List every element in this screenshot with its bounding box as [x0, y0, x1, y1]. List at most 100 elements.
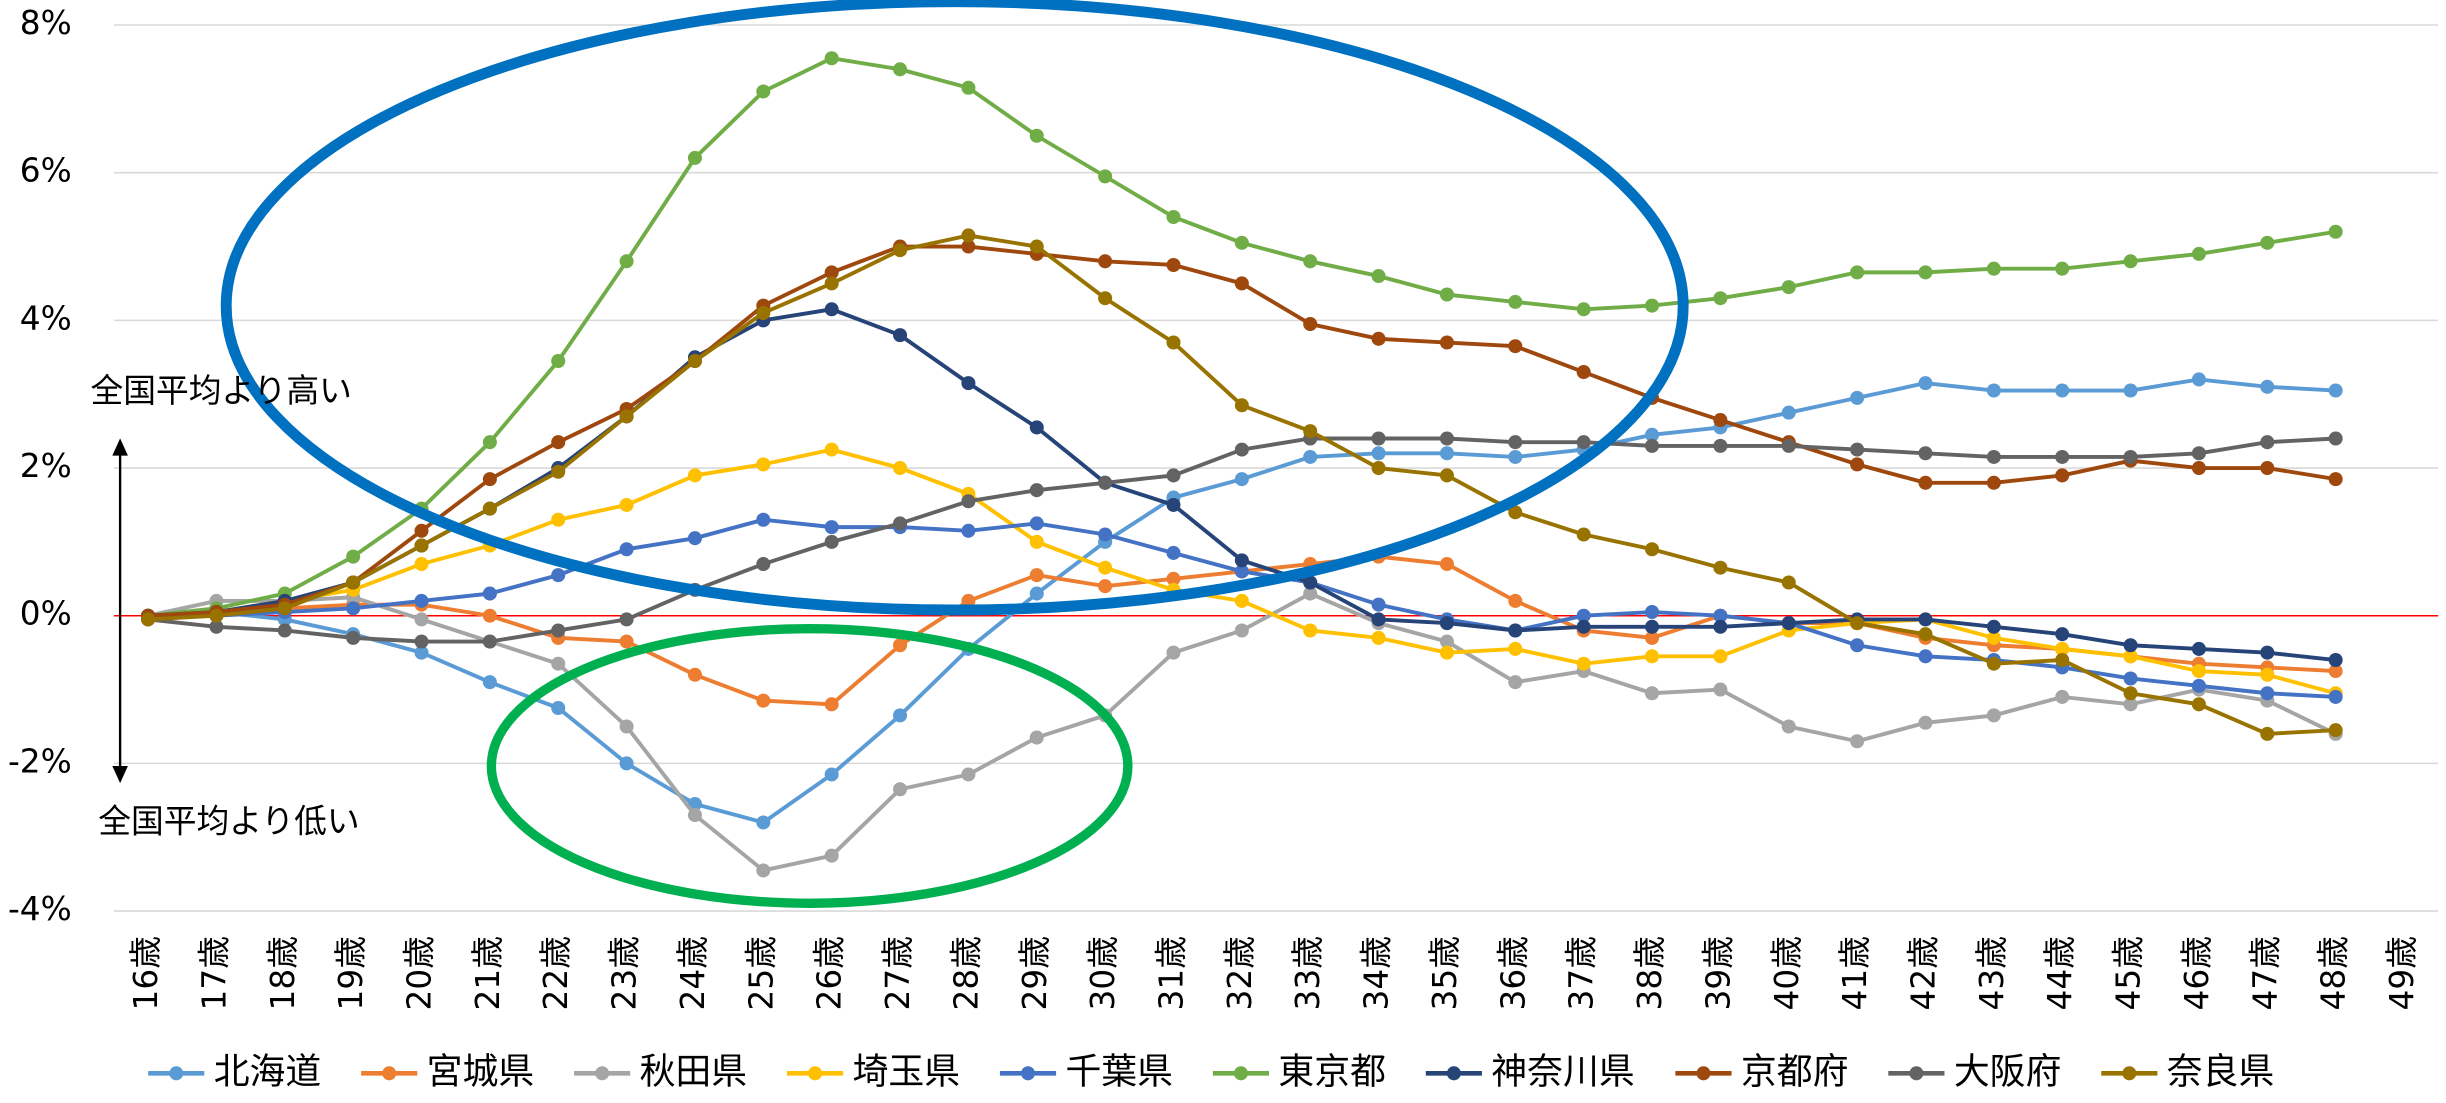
x-tick-label: 18歳 — [264, 936, 302, 1010]
data-point — [756, 693, 771, 708]
legend-marker — [1020, 1066, 1036, 1081]
data-point — [2328, 383, 2343, 398]
data-point — [824, 697, 839, 712]
data-point — [1439, 645, 1454, 660]
data-point — [687, 808, 702, 823]
data-point — [1986, 475, 2001, 490]
legend-item: 宮城県 — [361, 1051, 534, 1092]
data-point — [2055, 383, 2070, 398]
data-point — [2055, 689, 2070, 704]
data-point — [824, 848, 839, 863]
data-point — [1439, 616, 1454, 631]
data-point — [1713, 649, 1728, 664]
data-point — [1918, 265, 1933, 280]
data-point — [2055, 641, 2070, 656]
legend-marker — [382, 1066, 397, 1081]
data-point — [1645, 630, 1660, 645]
data-point — [2260, 726, 2275, 741]
data-point — [1234, 564, 1249, 579]
data-point — [1645, 619, 1660, 634]
data-point — [414, 593, 429, 608]
x-tick-label: 39歳 — [1699, 936, 1737, 1010]
data-point — [482, 608, 497, 623]
data-point — [756, 815, 771, 830]
data-point — [756, 84, 771, 99]
data-point — [619, 612, 634, 627]
data-point — [1098, 169, 1113, 184]
data-point — [1576, 302, 1591, 317]
legend-label: 大阪府 — [1954, 1051, 2062, 1092]
data-point — [2260, 667, 2275, 682]
data-point — [1439, 634, 1454, 649]
data-point — [414, 523, 429, 538]
x-tick-label: 34歳 — [1358, 936, 1396, 1010]
data-point — [2328, 431, 2343, 446]
data-point — [1303, 424, 1318, 439]
data-point — [687, 531, 702, 546]
legend-label: 宮城県 — [427, 1051, 535, 1092]
data-point — [2055, 468, 2070, 483]
data-point — [2123, 649, 2138, 664]
highlight-ellipse — [486, 624, 1133, 908]
x-tick-label: 21歳 — [469, 936, 507, 1010]
x-tick-label: 35歳 — [1426, 936, 1464, 1010]
data-point — [1850, 265, 1865, 280]
data-point — [1781, 280, 1796, 295]
data-point — [2260, 235, 2275, 250]
data-point — [1303, 449, 1318, 464]
data-point — [1576, 435, 1591, 450]
data-point — [893, 516, 908, 531]
data-point — [1918, 649, 1933, 664]
data-point — [1508, 339, 1523, 354]
data-point — [1371, 612, 1386, 627]
x-tick-label: 33歳 — [1289, 936, 1327, 1010]
data-point — [551, 464, 566, 479]
data-point — [2123, 671, 2138, 686]
x-tick-label: 29歳 — [1016, 936, 1054, 1010]
data-point — [893, 638, 908, 653]
data-point — [1166, 209, 1181, 225]
data-point — [2191, 664, 2206, 679]
legend-marker — [169, 1066, 184, 1081]
data-point — [687, 468, 702, 483]
data-point — [346, 601, 361, 616]
arrow — [112, 438, 128, 784]
x-tick-label: 42歳 — [1904, 936, 1942, 1010]
data-point — [414, 645, 429, 660]
legend-item: 東京都 — [1212, 1051, 1386, 1092]
x-tick-label: 43歳 — [1973, 936, 2011, 1010]
y-tick-label: 6% — [20, 152, 72, 190]
data-point — [1303, 586, 1318, 601]
data-point — [2191, 461, 2206, 476]
x-tick-label: 36歳 — [1494, 936, 1532, 1010]
data-point — [1986, 261, 2001, 276]
legend-item: 秋田県 — [574, 1051, 747, 1092]
data-point — [1029, 483, 1044, 498]
data-point — [1234, 442, 1249, 457]
data-point — [1371, 269, 1386, 284]
x-tick-label: 41歳 — [1836, 936, 1874, 1010]
data-point — [1918, 715, 1933, 730]
data-point — [1850, 390, 1865, 405]
data-point — [2260, 461, 2275, 476]
data-point — [1371, 331, 1386, 346]
data-point — [1576, 527, 1591, 542]
data-point — [346, 630, 361, 645]
series-line — [148, 517, 2336, 699]
data-point — [2191, 446, 2206, 461]
data-point — [2191, 697, 2206, 712]
y-tick-label: 2% — [20, 447, 72, 485]
data-point — [1645, 649, 1660, 664]
data-point — [756, 305, 771, 321]
data-point — [756, 512, 771, 527]
data-point — [482, 435, 497, 450]
x-tick-label: 26歳 — [811, 936, 849, 1010]
data-point — [1645, 298, 1660, 313]
data-point — [619, 756, 634, 771]
data-point — [2260, 645, 2275, 660]
data-point — [824, 276, 839, 291]
data-point — [1439, 468, 1454, 483]
data-point — [551, 623, 566, 638]
data-point — [2260, 686, 2275, 701]
data-point — [1986, 656, 2001, 671]
